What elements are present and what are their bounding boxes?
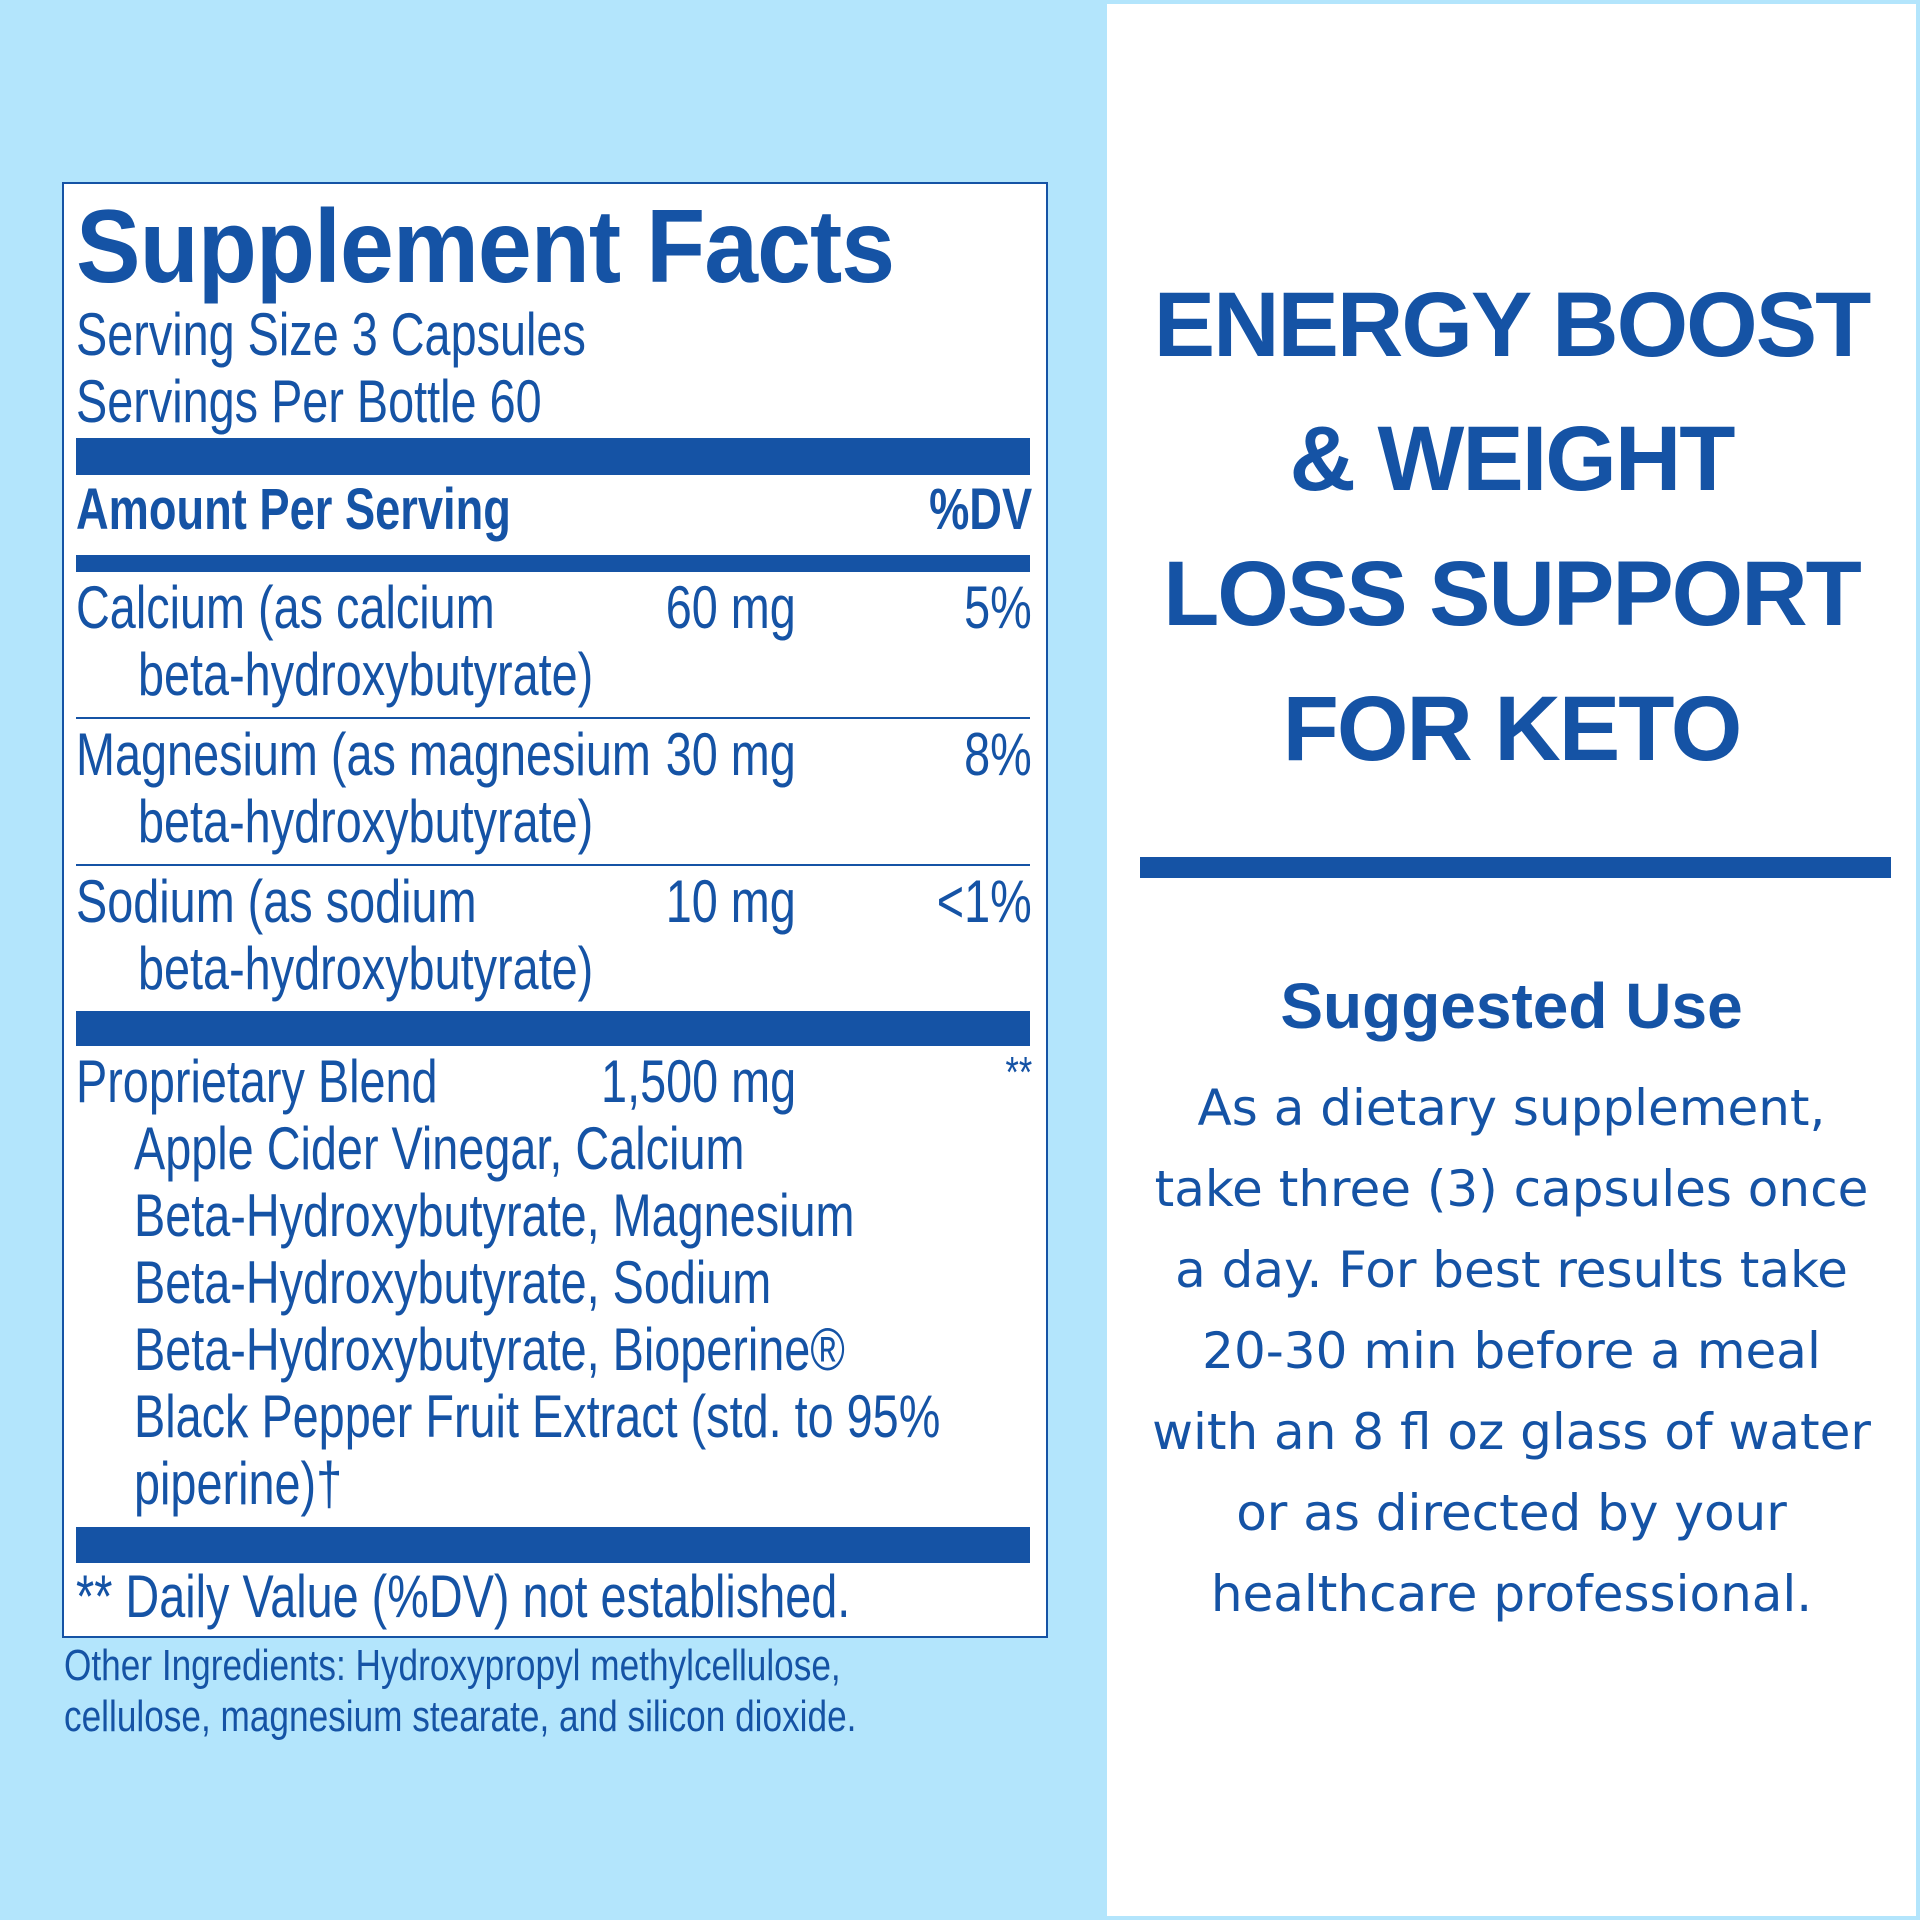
blend-ingredient-line: piperine)†	[134, 1450, 343, 1517]
supplement-facts-panel: Supplement Facts Serving Size 3 Capsules…	[62, 182, 1048, 1638]
blend-ingredient-line: Apple Cider Vinegar, Calcium	[134, 1115, 745, 1182]
dv-footnote: ** Daily Value (%DV) not established.	[76, 1563, 851, 1630]
servings-per-container: Servings Per Bottle 60	[76, 368, 542, 435]
nutrient-source: beta-hydroxybutyrate)	[138, 641, 594, 708]
divider-thick	[76, 438, 1030, 475]
nutrient-dv: <1%	[937, 868, 1032, 935]
blend-dv: **	[1005, 1048, 1032, 1097]
suggested-use-line: take three (3) capsules once	[1154, 1160, 1869, 1218]
other-ingredients: Other Ingredients: Hydroxypropyl methylc…	[64, 1640, 856, 1742]
nutrient-dv: 5%	[964, 574, 1032, 641]
divider-thin	[76, 864, 1030, 866]
suggested-use-line: As a dietary supplement,	[1197, 1079, 1826, 1137]
headline-line: & WEIGHT	[1289, 408, 1736, 510]
headline-line: LOSS SUPPORT	[1163, 543, 1862, 645]
amount-per-serving-label: Amount Per Serving	[76, 477, 511, 542]
divider-thin	[76, 717, 1030, 719]
facts-title: Supplement Facts	[76, 189, 895, 305]
other-ingredients-line: cellulose, magnesium stearate, and silic…	[64, 1692, 857, 1741]
nutrient-name: Magnesium (as magnesium	[76, 721, 651, 788]
suggested-use-title: Suggested Use	[1280, 970, 1743, 1042]
other-ingredients-line: Other Ingredients: Hydroxypropyl methylc…	[64, 1641, 841, 1690]
headline-divider	[1140, 857, 1891, 878]
nutrient-source: beta-hydroxybutyrate)	[138, 935, 594, 1002]
blend-ingredient-line: Beta-Hydroxybutyrate, Magnesium	[134, 1182, 855, 1249]
nutrient-source: beta-hydroxybutyrate)	[138, 788, 594, 855]
suggested-use-text: As a dietary supplement, take three (3) …	[1107, 1068, 1916, 1635]
divider-thick	[76, 1011, 1030, 1046]
blend-ingredient-line: Beta-Hydroxybutyrate, Bioperine®	[134, 1316, 845, 1383]
nutrient-dv: 8%	[964, 721, 1032, 788]
suggested-use-line: 20-30 min before a meal	[1202, 1322, 1821, 1380]
blend-amount: 1,500 mg	[600, 1048, 796, 1115]
blend-name: Proprietary Blend	[76, 1048, 438, 1115]
dv-label: %DV	[928, 477, 1032, 542]
headline-line: ENERGY BOOST	[1153, 274, 1872, 376]
serving-size: Serving Size 3 Capsules	[76, 301, 586, 368]
nutrient-amount: 10 mg	[665, 868, 796, 935]
nutrient-amount: 30 mg	[665, 721, 796, 788]
divider-thick	[76, 1527, 1030, 1563]
blend-ingredient-line: Black Pepper Fruit Extract (std. to 95%	[134, 1383, 941, 1450]
nutrient-name: Sodium (as sodium	[76, 868, 477, 935]
suggested-use-line: healthcare professional.	[1210, 1565, 1813, 1623]
promo-panel	[1107, 4, 1916, 1916]
suggested-use-line: a day. For best results take	[1175, 1241, 1848, 1299]
divider-medium	[76, 555, 1030, 572]
blend-ingredient-line: Beta-Hydroxybutyrate, Sodium	[134, 1249, 772, 1316]
nutrient-name: Calcium (as calcium	[76, 574, 495, 641]
suggested-use-line: with an 8 fl oz glass of water	[1152, 1403, 1871, 1461]
nutrient-amount: 60 mg	[665, 574, 796, 641]
headline-line: FOR KETO	[1282, 678, 1743, 780]
suggested-use-line: or as directed by your	[1236, 1484, 1787, 1542]
